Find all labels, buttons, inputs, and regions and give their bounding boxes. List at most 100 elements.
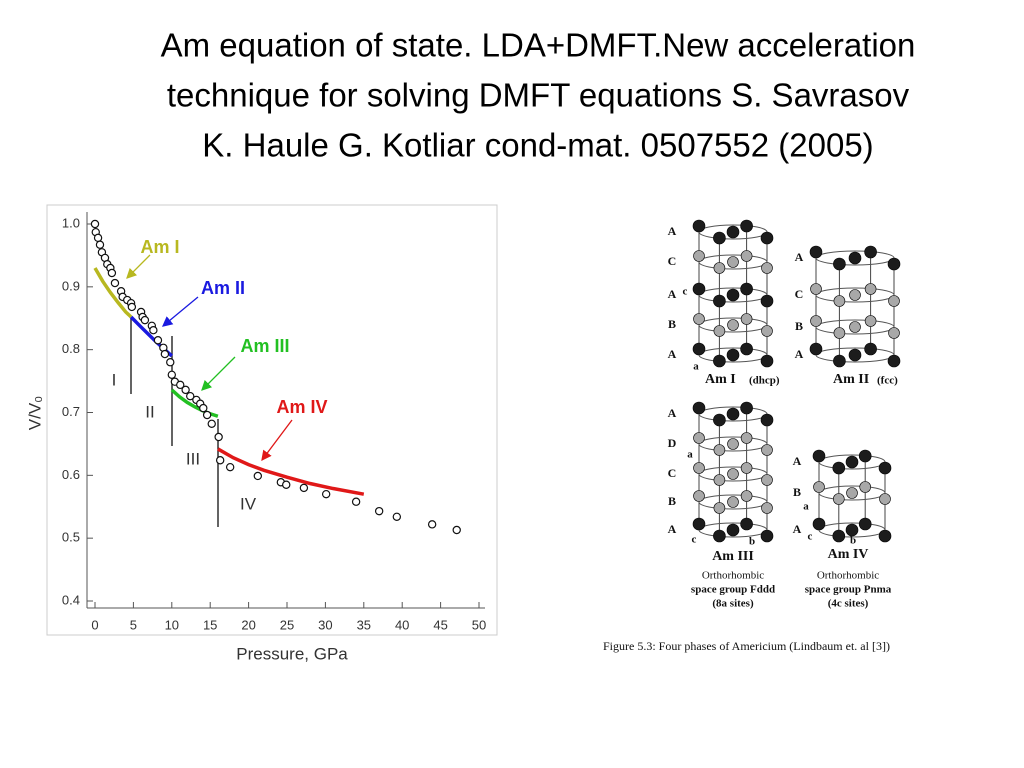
slide-title: technique for solving DMFT equations S. … — [167, 77, 910, 114]
atom — [692, 219, 706, 233]
series-label: Am I — [140, 237, 179, 257]
layer-ring — [698, 466, 768, 482]
atom — [740, 250, 753, 262]
layer-letter: A — [793, 454, 802, 468]
series-label: Am II — [201, 278, 245, 298]
figure-caption: Figure 5.3: Four phases of Americium (Li… — [603, 639, 890, 653]
atom — [879, 493, 891, 505]
atom — [727, 438, 739, 450]
phase-structure: (fcc) — [877, 375, 898, 387]
atom — [809, 245, 823, 259]
atom — [761, 474, 773, 486]
annotation-arrow — [126, 254, 151, 279]
atom — [858, 449, 872, 463]
data-point — [427, 520, 437, 529]
layer-letter: C — [668, 254, 677, 268]
x-tick-label: 20 — [241, 617, 255, 632]
chart-frame — [46, 204, 498, 636]
data-point — [392, 512, 402, 522]
atom — [848, 251, 862, 265]
atom — [713, 444, 726, 456]
atom — [849, 321, 861, 333]
atom — [760, 231, 774, 245]
x-tick-label: 0 — [91, 617, 98, 632]
series-line — [217, 447, 365, 496]
slide-title: Am equation of state. LDA+DMFT.New accel… — [161, 27, 916, 64]
atom — [812, 517, 826, 531]
layer-ring — [815, 287, 895, 303]
atom — [692, 342, 706, 356]
data-point — [351, 497, 361, 506]
atom — [832, 493, 845, 505]
layer-letter: A — [668, 347, 677, 361]
atom — [713, 474, 726, 486]
phase-description: space group Fddd — [691, 584, 775, 596]
atom — [740, 401, 753, 415]
x-axis-label: Pressure, GPa — [236, 644, 348, 663]
layer-letter: D — [668, 436, 677, 450]
atom — [726, 288, 740, 302]
atom — [833, 327, 846, 339]
data-point — [299, 483, 309, 493]
axis-letter: c — [683, 286, 688, 298]
atom — [878, 461, 892, 475]
data-point — [374, 506, 384, 516]
phase-name: Am I — [705, 372, 736, 387]
atom — [713, 413, 726, 427]
atom — [809, 342, 823, 356]
atom — [740, 432, 753, 444]
atom — [845, 455, 859, 469]
atom — [858, 517, 872, 531]
data-point — [321, 489, 331, 499]
atom — [760, 354, 774, 368]
atom — [713, 502, 726, 514]
atom — [760, 294, 774, 308]
atom — [832, 529, 846, 543]
slide-title: K. Haule G. Kotliar cond-mat. 0507552 (2… — [202, 127, 873, 164]
atom — [727, 319, 739, 331]
x-tick-label: 35 — [357, 617, 371, 632]
data-point — [225, 462, 235, 472]
data-point — [166, 358, 175, 367]
atom — [740, 219, 753, 233]
axis-letter: c — [692, 534, 697, 546]
layer-letter: A — [668, 522, 677, 536]
atom — [713, 354, 726, 368]
atom — [693, 462, 705, 474]
y-axis-label: V/V₀ — [25, 396, 44, 430]
layer-ring — [698, 254, 768, 270]
x-tick-label: 40 — [395, 617, 409, 632]
data-point — [199, 403, 208, 413]
data-point — [153, 336, 163, 345]
atom — [888, 327, 900, 339]
phase-label: II — [145, 402, 154, 421]
layer-letter: C — [668, 466, 677, 480]
atom — [810, 283, 822, 295]
phase-name: Am IV — [828, 547, 869, 562]
atom — [740, 490, 753, 502]
atom — [713, 294, 726, 308]
layer-ring — [698, 317, 768, 333]
atom — [726, 407, 740, 421]
layer-letter: C — [795, 287, 804, 301]
phase-description: Orthorhombic — [817, 570, 879, 582]
axis-letter: a — [803, 501, 809, 513]
data-point — [90, 219, 100, 229]
atom — [832, 461, 846, 475]
atom — [887, 354, 901, 368]
atom — [810, 315, 822, 327]
data-point — [253, 471, 263, 481]
axis-letter: b — [749, 536, 755, 548]
data-point — [93, 233, 103, 243]
layer-ring — [815, 319, 895, 335]
atom — [692, 282, 706, 296]
data-point — [149, 325, 158, 335]
atom — [740, 517, 753, 531]
phase-structure: (dhcp) — [749, 375, 780, 387]
atom — [859, 481, 872, 493]
y-tick-label: 0.6 — [62, 467, 80, 482]
atom — [726, 348, 740, 362]
axis-letter: c — [808, 531, 813, 543]
atom — [740, 282, 753, 296]
